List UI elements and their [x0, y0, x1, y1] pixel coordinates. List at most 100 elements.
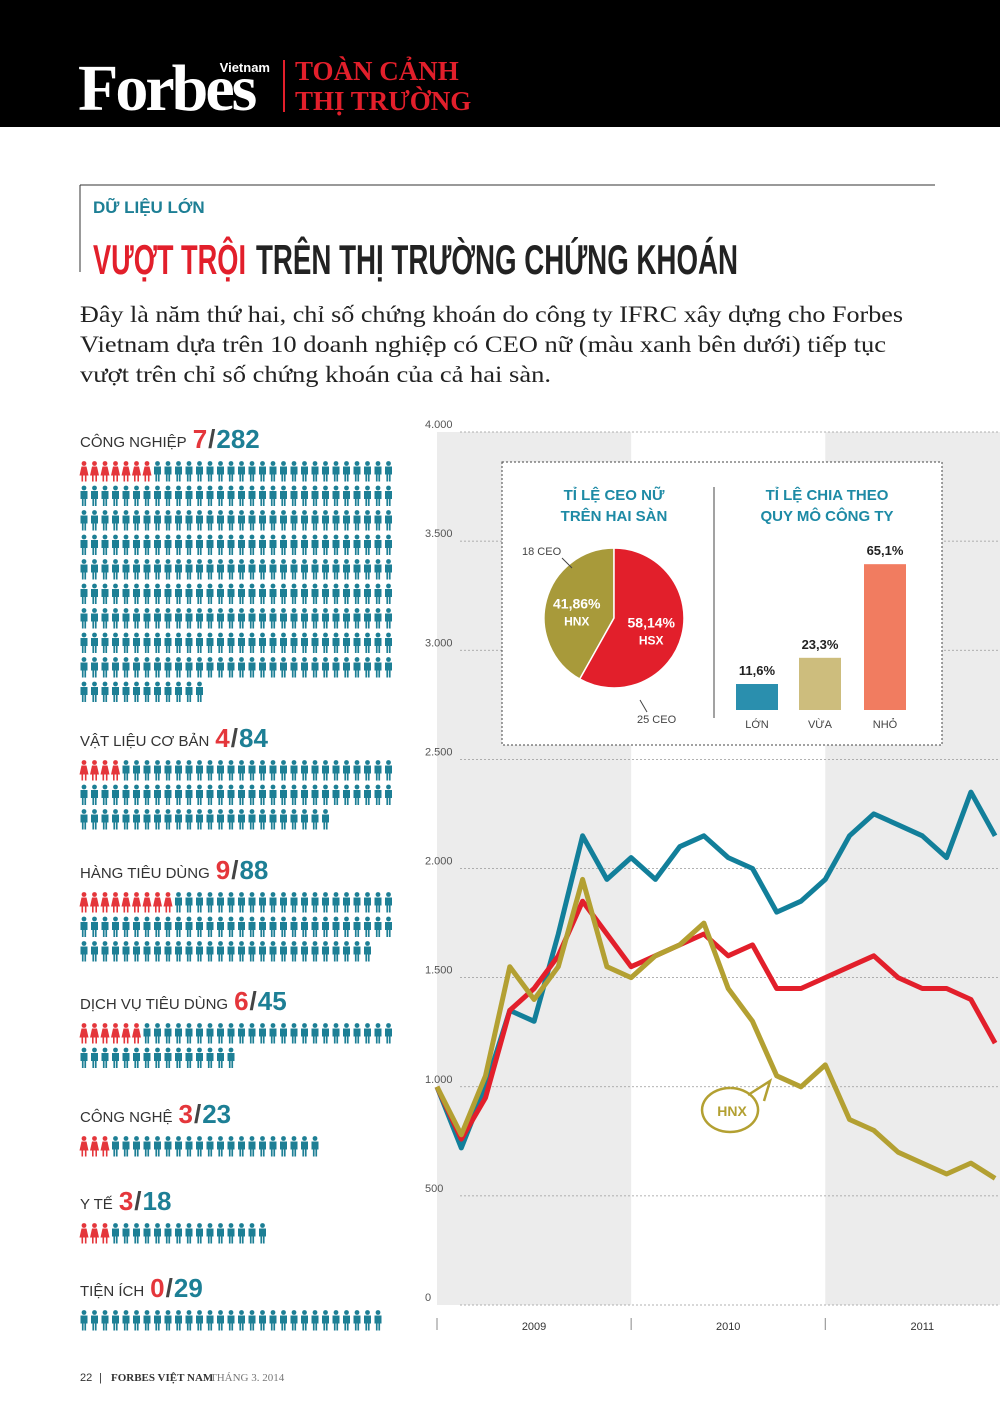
- person-body: [154, 515, 161, 531]
- person-icon: [175, 784, 182, 805]
- person-body: [280, 564, 287, 580]
- person-icon: [280, 916, 287, 937]
- person-icon: [164, 485, 172, 506]
- person-icon: [101, 1310, 109, 1331]
- person-head: [144, 941, 150, 946]
- person-icon: [269, 583, 277, 604]
- person-head: [144, 681, 150, 687]
- person-body: [290, 765, 298, 781]
- person-head: [186, 1310, 192, 1315]
- person-icon: [280, 534, 287, 555]
- person-icon: [196, 632, 203, 653]
- person-head: [165, 461, 171, 466]
- person-body: [269, 540, 277, 555]
- person-head: [92, 485, 97, 491]
- person-body: [164, 638, 172, 653]
- person-body: [280, 1141, 287, 1157]
- person-body: [185, 946, 193, 962]
- person-body: [269, 564, 277, 580]
- person-head: [197, 760, 202, 765]
- person-icon: [280, 608, 287, 629]
- person-head: [312, 657, 318, 662]
- person-icon: [269, 657, 277, 678]
- person-body: [101, 638, 109, 653]
- person-body: [206, 491, 214, 506]
- person-body: [311, 1141, 319, 1157]
- sector-name: HÀNG TIÊU DÙNG: [80, 865, 210, 882]
- person-head: [375, 608, 381, 613]
- person-body: [343, 1315, 350, 1331]
- person-icon: [364, 892, 371, 913]
- person-body: [322, 765, 329, 781]
- person-icon: [290, 760, 298, 781]
- person-icon: [91, 559, 98, 580]
- person-head: [239, 1310, 244, 1315]
- person-body: [122, 687, 130, 702]
- person-head: [102, 1310, 108, 1315]
- person-icon: [196, 784, 203, 805]
- person-head: [323, 461, 328, 466]
- person-body: [112, 613, 119, 629]
- person-body: [175, 1315, 182, 1331]
- person-icon: [290, 916, 298, 937]
- person-icon: [217, 1310, 224, 1331]
- bar-title: TỈ LỆ CHIA THEO: [766, 486, 889, 504]
- women-count: 4: [215, 723, 230, 753]
- men-pictogram: [80, 892, 392, 962]
- sector-pictogram: [79, 461, 392, 702]
- person-icon: [290, 510, 298, 531]
- person-body: [152, 897, 162, 913]
- person-head: [144, 892, 150, 897]
- y-tick-label: 4.000: [425, 419, 453, 431]
- person-body: [196, 515, 203, 531]
- person-head: [302, 1136, 307, 1141]
- person-icon: [133, 1047, 140, 1068]
- person-head: [365, 892, 370, 897]
- person-head: [186, 1023, 192, 1028]
- person-head: [218, 583, 223, 589]
- person-head: [344, 916, 349, 922]
- person-body: [364, 922, 371, 937]
- person-icon: [269, 1310, 277, 1331]
- person-body: [112, 922, 119, 937]
- person-head: [92, 1023, 97, 1028]
- person-head: [312, 534, 318, 540]
- person-icon: [112, 657, 119, 678]
- person-head: [375, 916, 381, 922]
- person-head: [165, 809, 171, 814]
- person-head: [239, 559, 244, 564]
- person-head: [207, 1136, 213, 1141]
- person-head: [134, 892, 139, 897]
- person-icon: [259, 583, 266, 604]
- person-head: [102, 892, 108, 897]
- person-icon: [374, 1023, 382, 1044]
- person-body: [385, 540, 392, 555]
- women-count: 0: [150, 1273, 164, 1303]
- person-icon: [206, 1047, 214, 1068]
- person-head: [249, 510, 255, 515]
- person-head: [260, 632, 265, 638]
- person-body: [196, 1028, 203, 1044]
- person-icon: [206, 892, 214, 913]
- person-body: [353, 564, 361, 580]
- person-body: [238, 1228, 245, 1244]
- person-head: [270, 657, 276, 662]
- person-icon: [154, 461, 161, 482]
- person-icon: [353, 510, 361, 531]
- person-body: [332, 922, 340, 937]
- person-icon: [80, 809, 88, 830]
- person-body: [101, 1315, 109, 1331]
- person-head: [165, 916, 171, 922]
- person-body: [385, 613, 392, 629]
- person-body: [332, 613, 340, 629]
- person-body: [185, 1228, 193, 1244]
- person-icon: [133, 941, 140, 962]
- person-icon: [311, 892, 319, 913]
- person-icon: [301, 485, 308, 506]
- person-head: [386, 632, 391, 638]
- person-body: [133, 1141, 140, 1157]
- person-body: [101, 491, 109, 506]
- person-head: [207, 534, 213, 540]
- person-body: [131, 466, 141, 482]
- sector-name: DỊCH VỤ TIÊU DÙNG: [80, 996, 228, 1013]
